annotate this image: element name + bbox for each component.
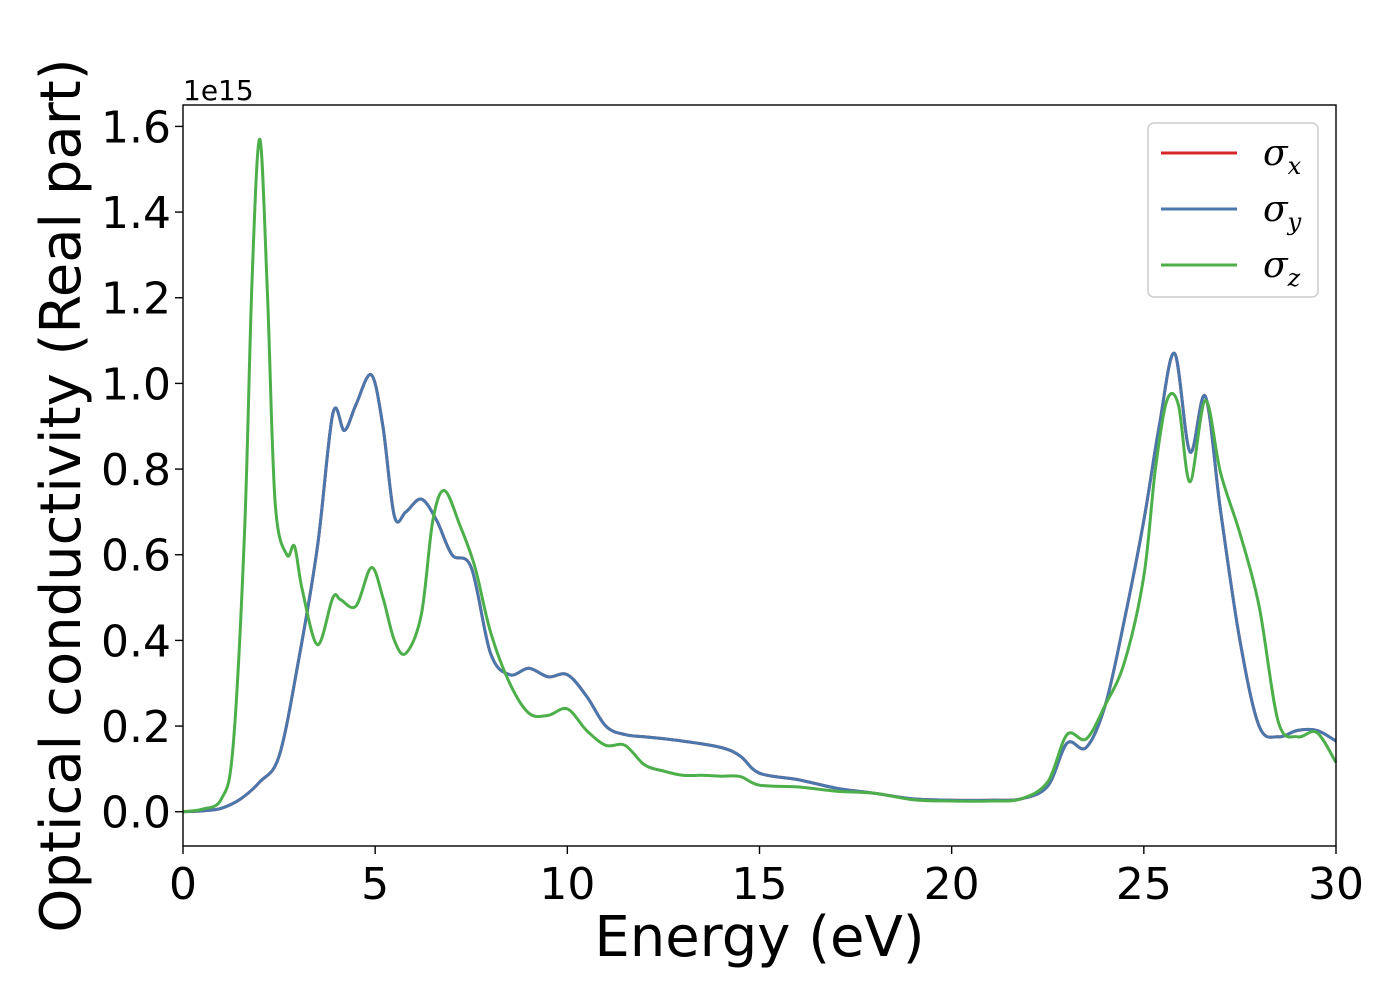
x-axis-label: Energy (eV) [594, 905, 924, 970]
legend-label-x: σx [1263, 133, 1302, 180]
y-tick-label: 0.6 [101, 531, 171, 582]
y-tick-label: 1.0 [101, 359, 171, 410]
legend: σx σy σz [1147, 122, 1319, 298]
y-axis: 0.0 0.2 0.4 0.6 0.8 1.0 1.2 1.4 1.6 [101, 102, 183, 839]
x-axis: 0 5 10 15 20 25 30 [169, 846, 1364, 910]
y-tick-label: 1.2 [101, 274, 171, 325]
x-tick-label: 30 [1308, 859, 1364, 910]
y-offset-text: 1e15 [183, 74, 254, 107]
legend-label-y: σy [1263, 189, 1302, 236]
x-tick-label: 25 [1116, 859, 1172, 910]
x-tick-label: 0 [169, 859, 197, 910]
y-tick-label: 0.4 [101, 616, 171, 667]
y-tick-label: 1.4 [101, 188, 171, 239]
legend-label-z: σz [1263, 245, 1301, 292]
x-tick-label: 10 [539, 859, 595, 910]
series-layer [182, 137, 1338, 814]
x-tick-label: 5 [361, 859, 389, 910]
y-tick-label: 0.8 [101, 445, 171, 496]
series-line-y [182, 351, 1337, 814]
x-tick-label: 15 [732, 859, 788, 910]
y-tick-label: 0.0 [101, 788, 171, 839]
y-axis-label: Optical conductivity (Real part) [29, 58, 94, 932]
y-tick-label: 0.2 [101, 702, 171, 753]
y-tick-label: 1.6 [101, 102, 171, 153]
series-line-z [182, 137, 1338, 814]
x-tick-label: 20 [924, 859, 980, 910]
